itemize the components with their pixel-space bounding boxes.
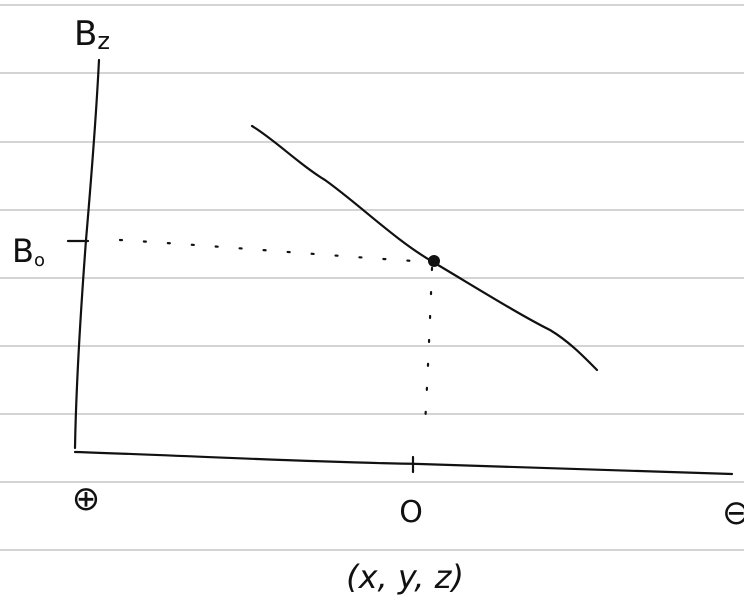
label-sub: z [97, 27, 110, 55]
x-left-label: ⊕ [72, 479, 101, 519]
x-mid-label: O [399, 495, 423, 530]
y-axis-label: Bz [74, 14, 110, 55]
y-marker-label: Bo [12, 232, 45, 271]
curve [252, 126, 597, 370]
paper-rules [0, 5, 744, 550]
page: {"labels": { "y_axis": {"base": "B", "su… [0, 0, 744, 605]
x-right-label: ⊖ [722, 493, 744, 533]
label-base: B [12, 232, 34, 270]
x-axis [75, 452, 732, 474]
label-sub: o [34, 250, 45, 271]
point [428, 255, 440, 267]
sketch: Bz Bo ⊕ O ⊖ (x, y, z) [0, 0, 744, 605]
dotted-guide-horizontal [120, 240, 430, 262]
y-axis [75, 60, 99, 448]
x-axis-label: (x, y, z) [346, 558, 464, 596]
label-base: B [74, 14, 97, 54]
